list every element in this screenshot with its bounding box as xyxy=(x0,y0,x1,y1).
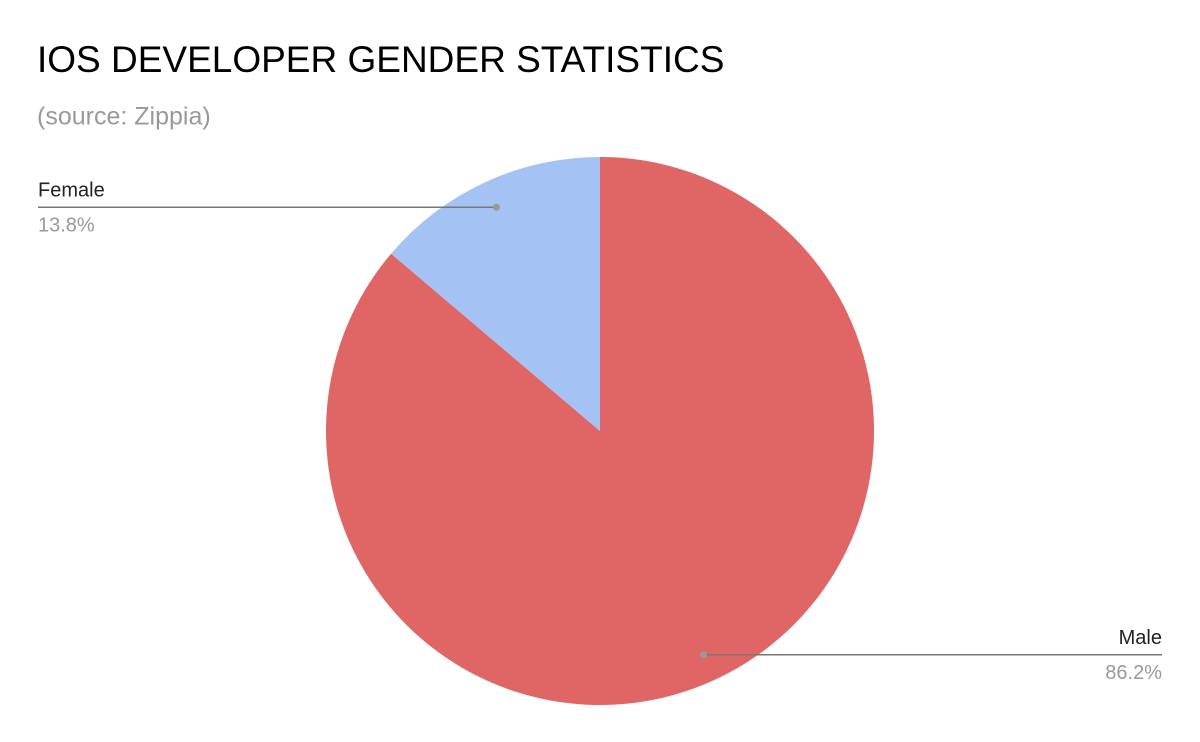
pie-slice xyxy=(325,157,874,706)
chart-title: IOS DEVELOPER GENDER STATISTICS xyxy=(37,39,724,80)
pie-slice xyxy=(391,157,600,431)
leader-dot xyxy=(492,203,500,211)
chart-subtitle: (source: Zippia) xyxy=(37,103,211,131)
leader-dot xyxy=(700,651,708,659)
slice-value-label: 86.2% xyxy=(1105,662,1162,684)
slice-label: Female xyxy=(38,179,105,201)
slice-label: Male xyxy=(1119,627,1162,649)
slice-value-label: 13.8% xyxy=(38,214,95,236)
